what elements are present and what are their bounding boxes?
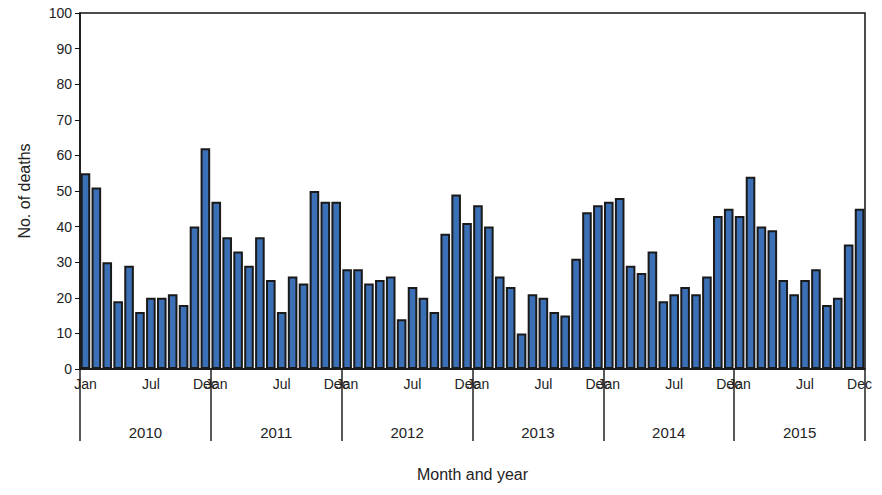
svg-text:10: 10 bbox=[56, 325, 72, 341]
svg-text:50: 50 bbox=[56, 183, 72, 199]
svg-text:Jul: Jul bbox=[665, 376, 683, 392]
svg-text:2010: 2010 bbox=[129, 424, 162, 441]
svg-text:Jan: Jan bbox=[205, 376, 228, 392]
svg-text:2013: 2013 bbox=[521, 424, 554, 441]
svg-text:20: 20 bbox=[56, 290, 72, 306]
svg-text:90: 90 bbox=[56, 41, 72, 57]
svg-text:Dec: Dec bbox=[847, 376, 872, 392]
svg-text:No. of deaths: No. of deaths bbox=[16, 143, 33, 238]
svg-text:Jul: Jul bbox=[273, 376, 291, 392]
svg-text:2015: 2015 bbox=[783, 424, 816, 441]
svg-text:Jan: Jan bbox=[74, 376, 97, 392]
svg-text:2012: 2012 bbox=[390, 424, 423, 441]
svg-text:Jan: Jan bbox=[336, 376, 359, 392]
svg-text:Jul: Jul bbox=[796, 376, 814, 392]
svg-text:2014: 2014 bbox=[652, 424, 685, 441]
svg-text:Jan: Jan bbox=[597, 376, 620, 392]
svg-text:Month and year: Month and year bbox=[417, 466, 529, 483]
svg-text:Jul: Jul bbox=[534, 376, 552, 392]
svg-text:Jul: Jul bbox=[404, 376, 422, 392]
svg-text:0: 0 bbox=[64, 361, 72, 377]
svg-text:80: 80 bbox=[56, 76, 72, 92]
svg-text:Jan: Jan bbox=[467, 376, 490, 392]
svg-text:Jan: Jan bbox=[728, 376, 751, 392]
svg-text:30: 30 bbox=[56, 254, 72, 270]
svg-text:100: 100 bbox=[49, 5, 73, 21]
svg-text:60: 60 bbox=[56, 147, 72, 163]
svg-text:40: 40 bbox=[56, 219, 72, 235]
svg-text:70: 70 bbox=[56, 112, 72, 128]
svg-text:2011: 2011 bbox=[260, 424, 292, 441]
svg-text:Jul: Jul bbox=[142, 376, 160, 392]
